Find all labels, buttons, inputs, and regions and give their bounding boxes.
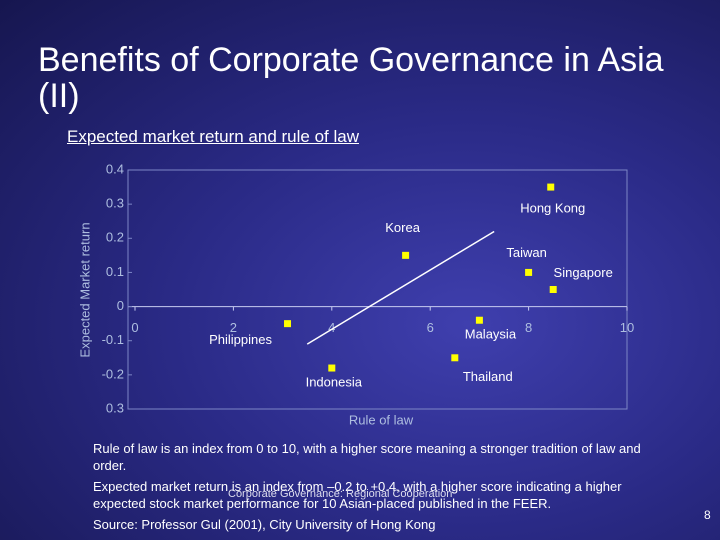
footer: Corporate Governance: Regional Cooperati… [228,488,453,500]
point [525,268,533,276]
x-tick-label: 8 [525,320,532,335]
point-label: Philippines [209,332,272,347]
point-label: Malaysia [465,327,517,342]
y-axis-label: Expected Market return [77,222,92,357]
note: Rule of law is an index from 0 to 10, wi… [93,441,641,473]
x-tick-label: 10 [620,320,634,335]
note: Expected market return is an index from … [93,479,622,511]
point-label: Taiwan [506,245,546,260]
point-label: Indonesia [306,374,363,389]
x-tick-label: 0 [131,320,138,335]
x-tick-label: 4 [328,320,335,335]
trendline [306,230,495,345]
y-tick-label: 0 [117,298,124,313]
y-tick-label: 0.3 [106,196,124,211]
page-number: 8 [704,508,711,522]
point [328,364,336,372]
y-tick-label: -0.1 [102,332,124,347]
point [547,183,555,191]
y-tick-label: 0.1 [106,264,124,279]
point [475,316,483,324]
y-tick-label: -0.2 [102,366,124,381]
y-tick-label: 0.3 [106,400,124,415]
point-label: Thailand [463,369,513,384]
x-tick-label: 2 [230,320,237,335]
y-tick-label: 0.4 [106,161,124,176]
point [402,251,410,259]
chart: 0.4 0.3 0.2 0.1 0 -0.1 -0.2 0.3 0 2 4 6 8 10 Rule of l… [77,161,634,427]
slide-subtitle: Expected market return and rule of law [67,127,359,146]
point [549,286,557,293]
x-axis-label: Rule of law [349,412,414,427]
point [451,354,459,362]
point-label: Hong Kong [520,201,585,216]
note: Source: Professor Gul (2001), City Unive… [93,517,436,532]
y-tick-label: 0.2 [106,230,124,245]
notes: Rule of law is an index from 0 to 10, wi… [93,440,641,537]
x-tick-label: 6 [427,320,434,335]
plot-frame [127,169,628,410]
slide-title: Benefits of Corporate Governance in Asia… [38,41,664,115]
point-label: Korea [385,220,420,235]
point [284,320,292,328]
point-label: Singapore [554,265,613,280]
